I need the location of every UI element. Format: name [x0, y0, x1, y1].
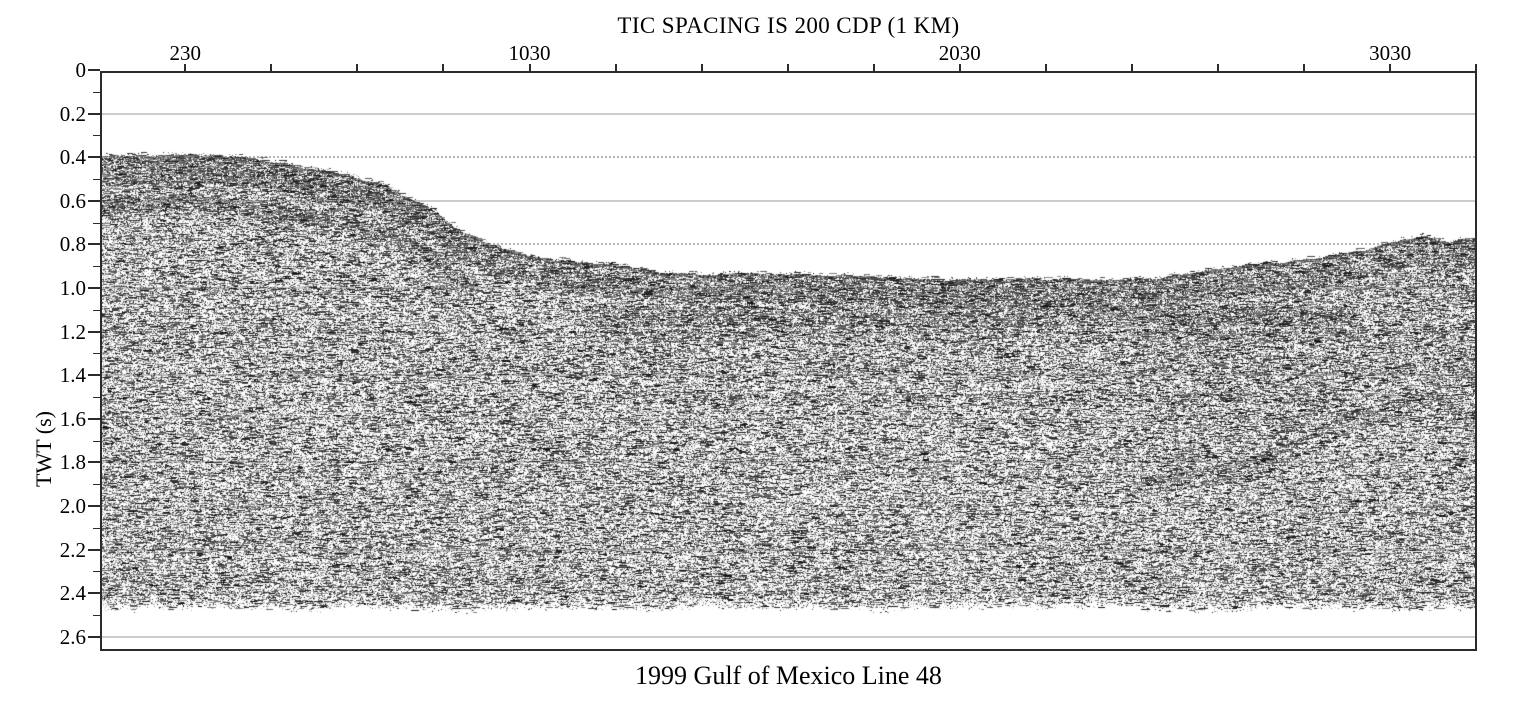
x-tick [786, 64, 789, 71]
y-tick-label: 2.0 [59, 494, 86, 518]
y-tick-label: 2.6 [59, 624, 86, 649]
x-tick [1217, 64, 1219, 71]
y-tick-label: 0.4 [59, 145, 86, 170]
y-tick-label: 0.8 [59, 232, 86, 257]
y-tick-minor [93, 266, 100, 268]
y-tick-major [88, 112, 100, 115]
y-tick-major [88, 243, 100, 246]
x-tick [1475, 64, 1478, 71]
y-tick-label: 2.2 [59, 537, 86, 562]
x-tick-label: 1030 [508, 41, 551, 65]
y-tick-major [88, 374, 100, 377]
y-tick-major [88, 635, 100, 638]
x-tick-label: 2030 [938, 41, 981, 65]
y-tick-label: 0.6 [59, 188, 86, 213]
y-tick-minor [93, 135, 100, 137]
y-tick-label: 1.4 [59, 363, 86, 388]
y-tick-major [88, 417, 100, 420]
y-tick-major [88, 287, 100, 289]
y-tick-major [88, 199, 100, 202]
x-tick [1130, 64, 1133, 71]
y-tick-label: 1.0 [59, 276, 86, 300]
x-tick [356, 64, 359, 71]
x-tick [1044, 64, 1047, 71]
y-tick-minor [93, 440, 100, 442]
y-tick-minor [93, 222, 100, 224]
plot-area [100, 71, 1477, 651]
y-tick-minor [93, 484, 100, 486]
x-tick [958, 64, 961, 71]
x-tick [442, 64, 445, 71]
y-tick-minor [93, 91, 100, 93]
x-tick [872, 64, 875, 71]
x-tick [614, 64, 617, 71]
y-tick-minor [93, 527, 100, 529]
y-tick-label: 1.2 [59, 319, 86, 344]
x-tick [700, 64, 703, 71]
x-tick [1389, 64, 1392, 71]
y-tick-minor [93, 179, 100, 180]
y-tick-minor [93, 397, 100, 398]
y-tick-major [88, 461, 100, 464]
y-tick-minor [93, 571, 100, 573]
x-tick [528, 64, 531, 71]
y-tick-major [88, 548, 100, 551]
y-tick-label: 0 [75, 58, 87, 82]
x-tick-label: 3030 [1369, 41, 1412, 65]
y-tick-label: 0.2 [59, 101, 86, 126]
y-tick-minor [93, 353, 100, 355]
y-tick-major [88, 505, 100, 507]
x-tick-label: 230 [169, 41, 201, 65]
x-tick [270, 64, 273, 71]
chart-title: TIC SPACING IS 200 CDP (1 KM) [617, 13, 960, 38]
y-tick-major [88, 156, 100, 159]
x-tick [184, 64, 187, 71]
y-tick-major [88, 330, 100, 333]
y-tick-label: 1.8 [59, 450, 86, 475]
y-tick-label: 2.4 [59, 581, 86, 606]
seismic-image-canvas [102, 73, 1475, 649]
y-tick-major [88, 592, 100, 595]
y-tick-label: 1.6 [59, 406, 86, 431]
y-tick-major [88, 69, 100, 71]
figure-caption: 1999 Gulf of Mexico Line 48 [635, 661, 942, 690]
y-tick-minor [93, 615, 100, 616]
x-tick [1303, 64, 1305, 71]
y-tick-minor [93, 309, 100, 311]
